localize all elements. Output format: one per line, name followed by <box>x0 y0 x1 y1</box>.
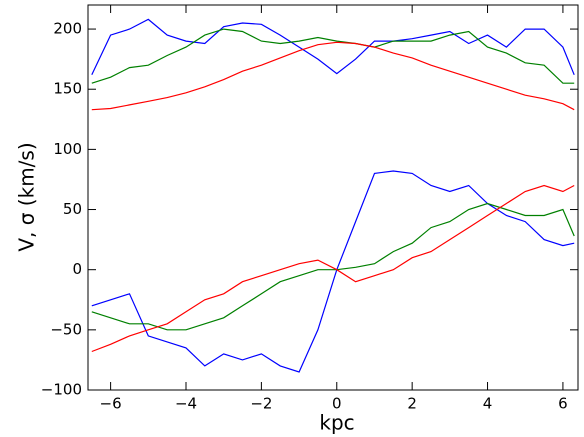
y-tick-label: −100 <box>41 381 82 399</box>
series-line <box>91 28 575 84</box>
series-line <box>91 202 575 331</box>
x-tick-label: 4 <box>483 395 493 413</box>
y-tick-label: 150 <box>53 80 82 98</box>
plot-frame <box>87 4 579 391</box>
x-axis-label: kpc <box>319 411 354 435</box>
series-line <box>91 41 575 111</box>
x-tick-label: 6 <box>558 395 568 413</box>
series-line <box>91 170 575 373</box>
series-line <box>91 184 575 353</box>
series-line <box>91 18 575 76</box>
y-tick-label: 100 <box>53 140 82 158</box>
y-tick-label: 0 <box>72 260 82 278</box>
x-tick-label: −4 <box>175 395 197 413</box>
x-tick-label: 2 <box>407 395 417 413</box>
x-tick-label: 0 <box>332 395 342 413</box>
y-axis-label: V, σ (km/s) <box>15 142 39 251</box>
y-tick-label: −50 <box>50 320 82 338</box>
x-tick-label: −2 <box>250 395 272 413</box>
y-tick-label: 50 <box>63 200 82 218</box>
x-tick-label: −6 <box>100 395 122 413</box>
y-tick-label: 200 <box>53 20 82 38</box>
